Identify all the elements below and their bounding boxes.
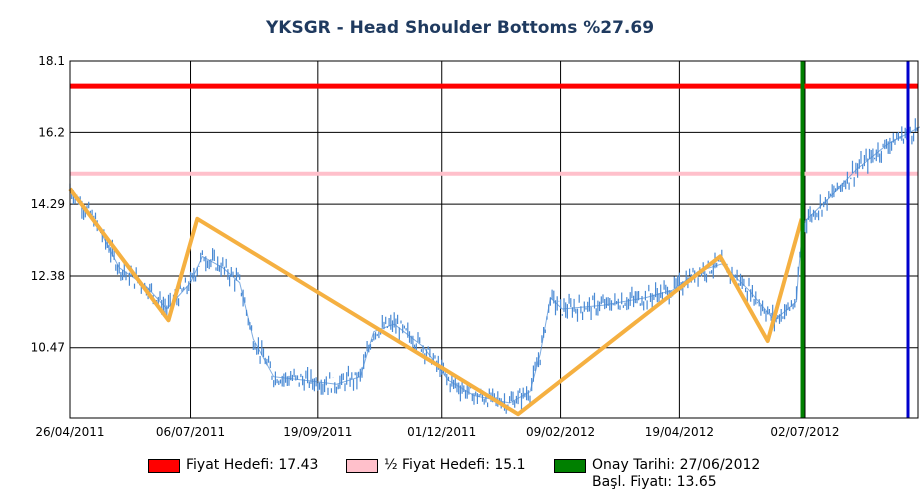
x-tick-label: 19/09/2011 (283, 425, 352, 439)
y-tick-label: 12.38 (31, 269, 65, 283)
legend-half-target: ½ Fiyat Hedefi: 15.1 (346, 457, 526, 473)
x-tick-label: 06/07/2011 (156, 425, 225, 439)
legend: Fiyat Hedefi: 17.43 ½ Fiyat Hedefi: 15.1… (0, 452, 920, 500)
legend-half-target-label: ½ Fiyat Hedefi: 15.1 (384, 457, 526, 473)
x-tick-labels: 26/04/2011 06/07/2011 19/09/2011 01/12/2011… (35, 425, 839, 439)
legend-confirm-label: Onay Tarihi: 27/06/2012 (592, 457, 761, 473)
legend-confirm-swatch (554, 459, 586, 473)
y-tick-label: 10.47 (31, 341, 65, 355)
legend-target-swatch (148, 459, 180, 473)
x-tick-label: 09/02/2012 (526, 425, 595, 439)
price-line (69, 126, 920, 404)
legend-half-target-swatch (346, 459, 378, 473)
target-lines (70, 83, 918, 176)
chart-title: YKSGR - Head Shoulder Bottoms %27.69 (265, 18, 655, 38)
chart-grid (69, 60, 918, 418)
plot-frame (69, 60, 919, 419)
legend-target-label: Fiyat Hedefi: 17.43 (186, 457, 319, 473)
marker-lines (800, 61, 910, 418)
legend-start-price-label: Başl. Fiyatı: 13.65 (592, 474, 717, 490)
pattern-series (68, 187, 804, 417)
x-tick-label: 01/12/2011 (407, 425, 476, 439)
y-tick-label: 14.29 (31, 197, 65, 211)
legend-confirm: Onay Tarihi: 27/06/2012 Başl. Fiyatı: 13… (554, 457, 760, 491)
x-tick-label: 19/04/2012 (645, 425, 714, 439)
pattern-line (68, 187, 804, 417)
x-tick-label: 26/04/2011 (35, 425, 104, 439)
price-chart: 18.1 16.2 14.29 12.38 10.47 26/04/2011 06/07/… (31, 54, 920, 439)
y-tick-label: 18.1 (38, 54, 65, 68)
y-tick-labels: 18.1 16.2 14.29 12.38 10.47 (31, 54, 65, 355)
x-tick-label: 02/07/2012 (770, 425, 839, 439)
y-tick-label: 16.2 (38, 125, 65, 139)
legend-target: Fiyat Hedefi: 17.43 (148, 457, 318, 473)
